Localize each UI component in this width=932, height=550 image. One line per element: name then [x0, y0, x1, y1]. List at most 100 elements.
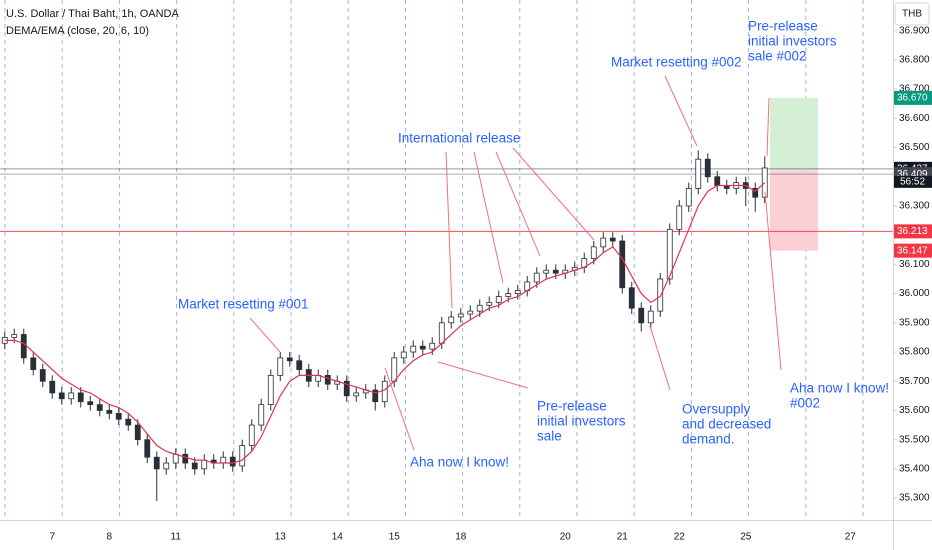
candle-body — [752, 188, 759, 198]
annotation: initial investors — [537, 414, 626, 429]
candle-body — [372, 389, 379, 403]
arrow — [766, 97, 770, 157]
candle-body — [11, 334, 18, 338]
candle-body — [87, 401, 94, 406]
annotation: Oversupply — [682, 402, 751, 417]
x-tick-label: 20 — [560, 532, 572, 543]
candle-body — [419, 345, 426, 350]
annotation: Pre-release — [537, 399, 607, 414]
price-label: 36.670 — [897, 93, 928, 104]
annotation: Aha now I know! — [410, 455, 509, 470]
y-tick-label: 35.300 — [899, 493, 930, 504]
y-tick-label: 36.600 — [899, 113, 930, 124]
candle-body — [429, 342, 436, 350]
arrow — [384, 367, 415, 451]
candle-body — [144, 439, 151, 458]
stop-zone — [770, 170, 818, 251]
candle-body — [400, 351, 407, 359]
arrow — [249, 317, 281, 353]
candle-body — [628, 287, 635, 309]
candle-body — [68, 392, 75, 400]
x-tick-label: 11 — [171, 532, 182, 543]
axis-label: THB — [902, 9, 922, 20]
candle-body — [704, 158, 711, 178]
arrow — [664, 75, 698, 147]
y-tick-label: 35.800 — [899, 347, 930, 358]
candle-body — [695, 158, 702, 189]
annotation: Pre-release — [748, 19, 818, 34]
candle-body — [353, 392, 360, 397]
y-tick-label: 35.600 — [899, 405, 930, 416]
candle-body — [115, 412, 122, 420]
candle-body — [533, 272, 540, 283]
plot — [0, 97, 893, 502]
candle-body — [609, 237, 616, 242]
candle-body — [448, 316, 455, 324]
y-tick-label: 36.100 — [899, 259, 930, 270]
candle-body — [324, 374, 331, 385]
y-tick-label: 35.500 — [899, 434, 930, 445]
arrow — [512, 147, 595, 241]
y-tick-label: 36.300 — [899, 201, 930, 212]
arrow — [495, 151, 541, 257]
x-tick-label: 14 — [332, 532, 344, 543]
candle-body — [543, 269, 550, 274]
candle-body — [267, 374, 274, 406]
candle-body — [172, 453, 179, 464]
x-tick-label: 25 — [740, 532, 752, 543]
candle-body — [296, 360, 303, 370]
candle-body — [286, 357, 293, 362]
candle-body — [410, 345, 417, 353]
candle-body — [666, 228, 673, 280]
y-tick-label: 36.800 — [899, 55, 930, 66]
y-tick-label: 35.400 — [899, 464, 930, 475]
price-label-box — [894, 90, 932, 105]
candle-body — [657, 278, 664, 312]
annotation: demand. — [682, 432, 735, 447]
candle-body — [163, 462, 170, 470]
candle-body — [505, 293, 512, 297]
candle-body — [600, 237, 607, 248]
candle-body — [590, 246, 597, 259]
arrows — [249, 75, 782, 451]
x-tick-label: 15 — [389, 532, 401, 543]
price-label: 36.409 — [897, 169, 928, 180]
time-grid — [4, 0, 864, 520]
candle-body — [714, 176, 721, 186]
x-tick-label: 13 — [275, 532, 287, 543]
annotation: sale #002 — [748, 49, 807, 64]
arrow — [764, 191, 782, 371]
x-tick-label: 8 — [106, 532, 112, 543]
candle-body — [619, 240, 626, 289]
x-tick-label: 27 — [845, 532, 857, 543]
price-axis: 35.300 35.400 35.500 35.600 35.700 35.800 35.9… — [893, 25, 932, 504]
candle-body — [467, 310, 474, 315]
candle-body — [277, 357, 284, 376]
y-tick-label: 36.000 — [899, 288, 930, 299]
x-tick-label: 22 — [674, 532, 686, 543]
candle-body — [248, 424, 255, 446]
x-tick-label: 21 — [617, 532, 629, 543]
candle-body — [381, 380, 388, 403]
candle-body — [476, 304, 483, 312]
candle-body — [343, 380, 350, 397]
candle-body — [647, 310, 654, 324]
candle-body — [30, 357, 37, 370]
candle-body — [77, 392, 84, 403]
candle-body — [258, 404, 265, 426]
candle-body — [239, 445, 246, 467]
target-zone — [770, 97, 818, 171]
candle-body — [638, 307, 645, 324]
candle-body — [201, 459, 208, 470]
x-tick-label: 7 — [49, 532, 55, 543]
candle-body — [191, 462, 198, 470]
annotation: and decreased — [682, 417, 771, 432]
candle-body — [134, 424, 141, 441]
candle-body — [220, 456, 227, 464]
currency-box — [894, 2, 930, 26]
candle-body — [486, 301, 493, 306]
y-tick-label: 35.700 — [899, 376, 930, 387]
y-tick-label: 36.900 — [899, 25, 930, 36]
y-tick-label: 36.700 — [899, 84, 930, 95]
arrow — [649, 325, 671, 391]
